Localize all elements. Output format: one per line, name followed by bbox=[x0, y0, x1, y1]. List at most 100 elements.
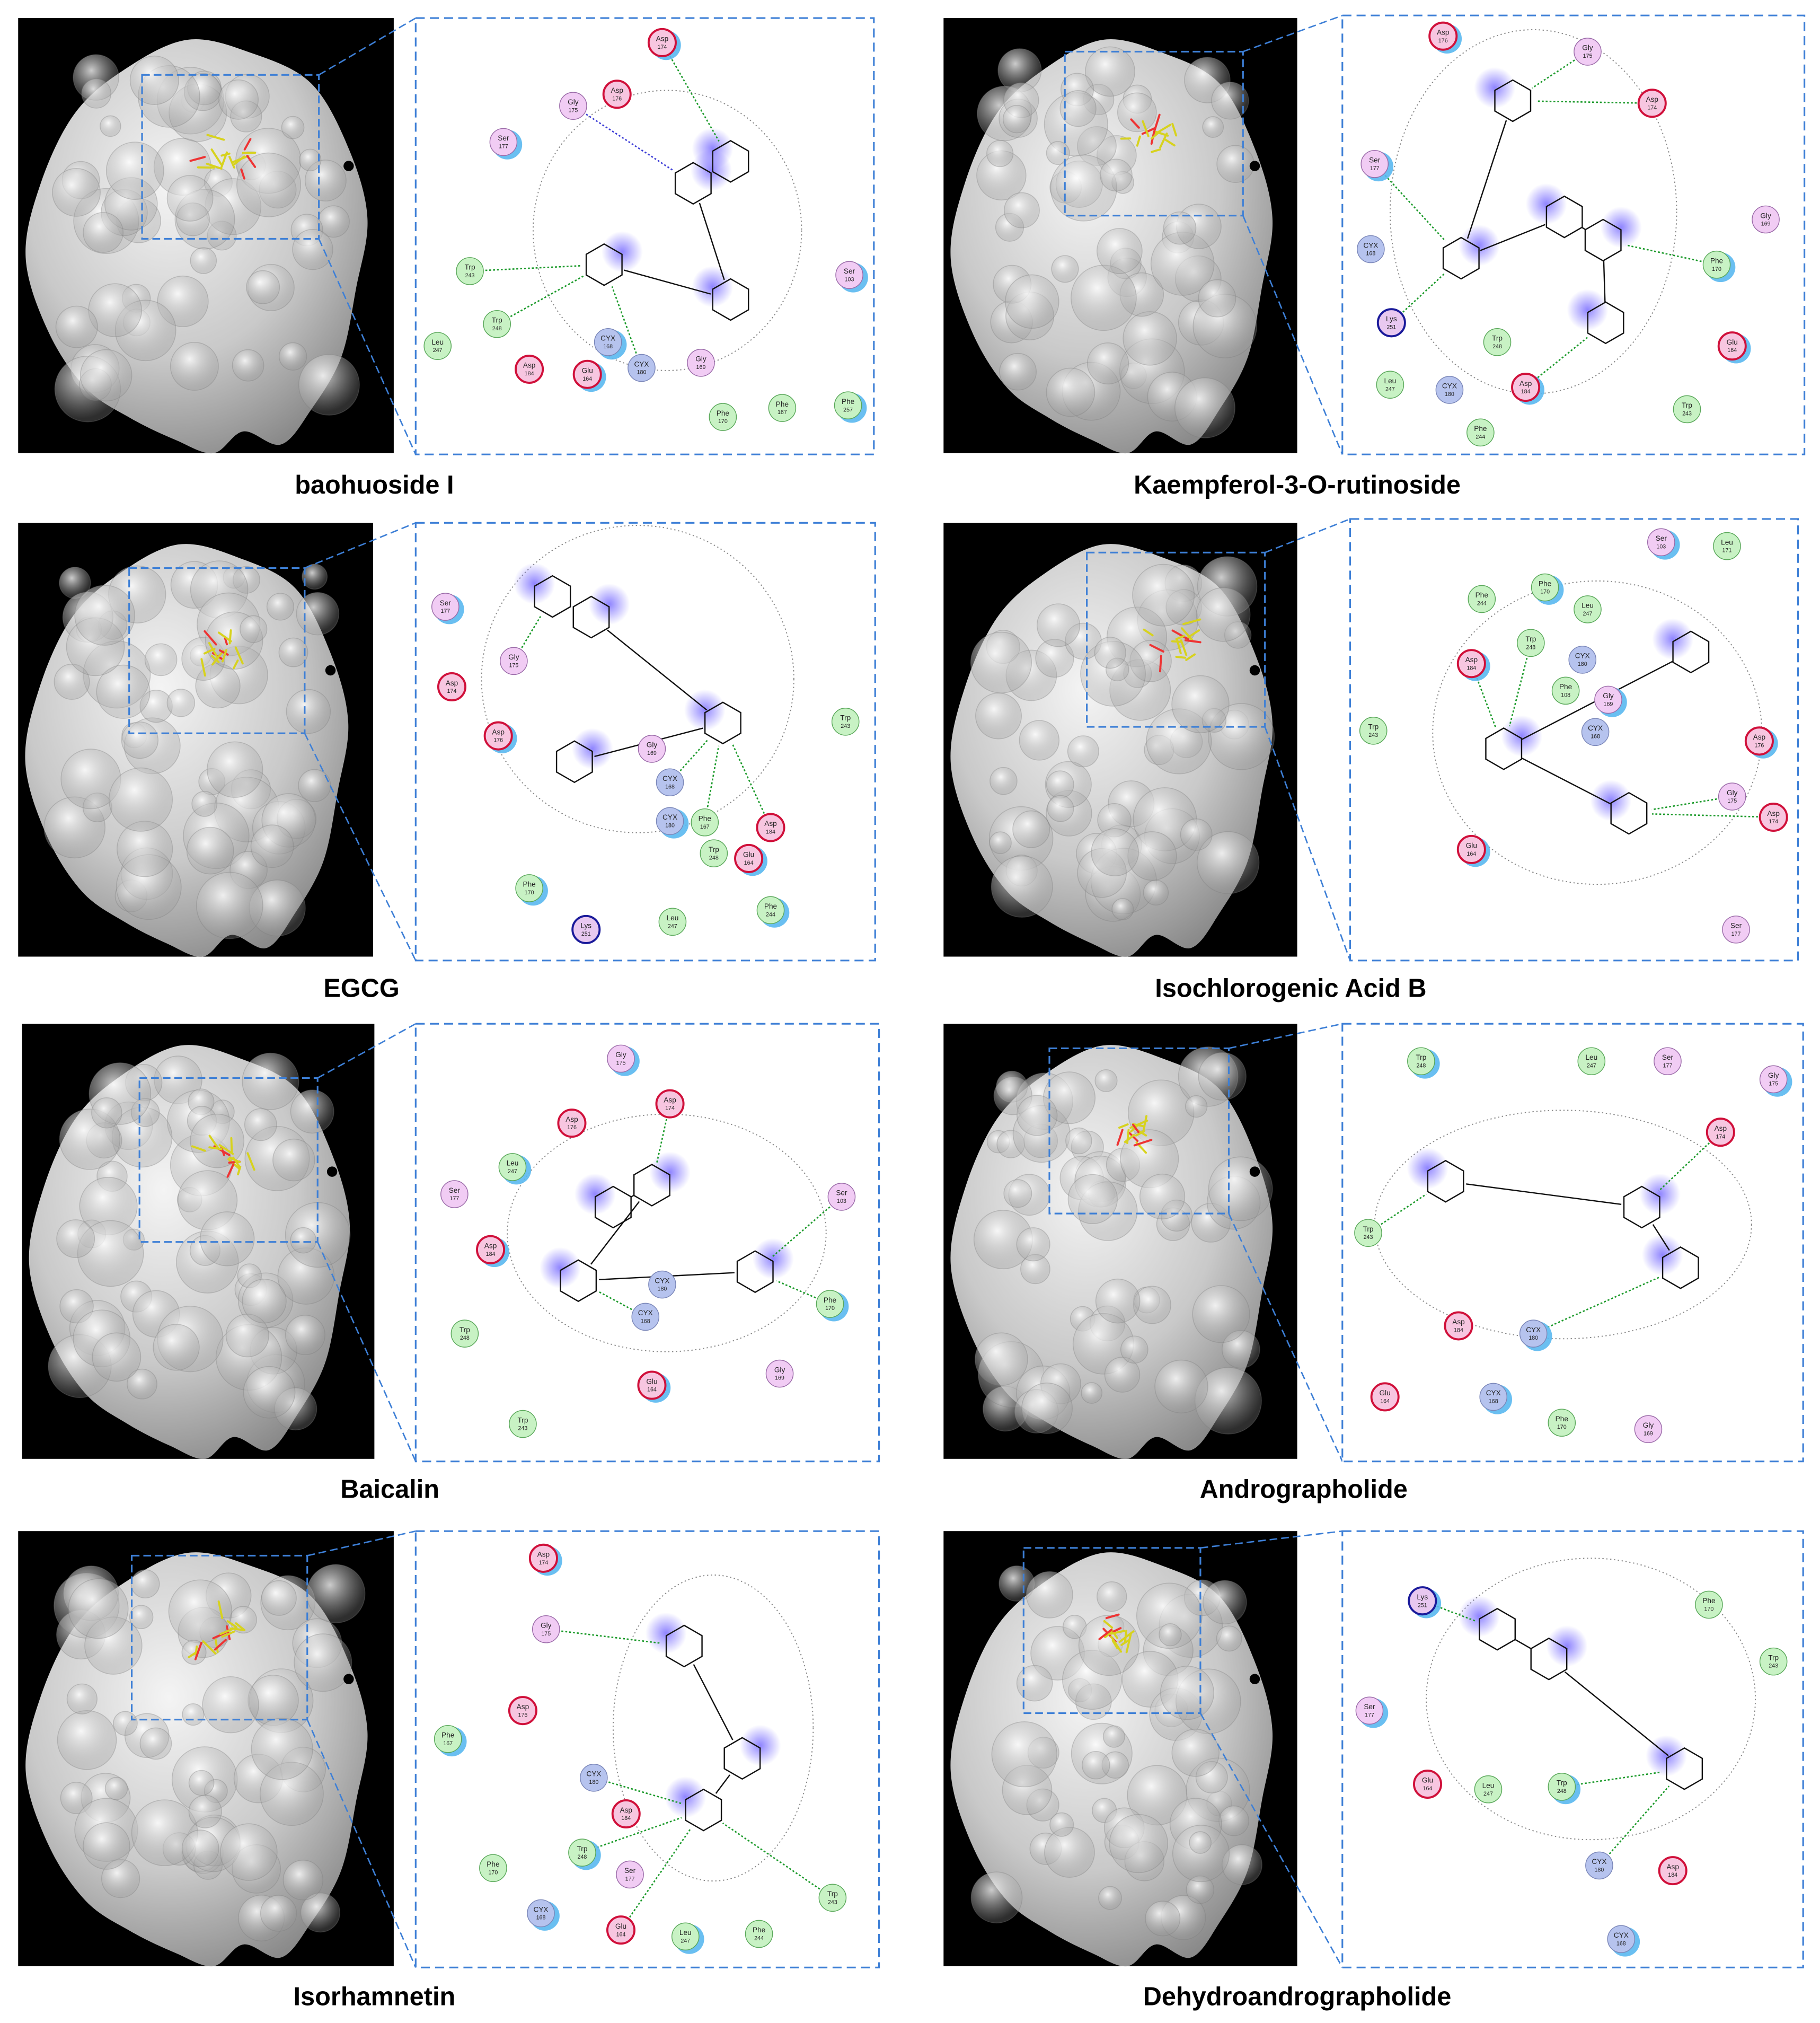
residue-disc bbox=[611, 1799, 641, 1829]
surface-bump bbox=[1185, 1095, 1208, 1118]
molecule-bond bbox=[1480, 224, 1545, 251]
residue-name: Lys bbox=[1417, 1593, 1428, 1601]
residue-number: 247 bbox=[1587, 1062, 1596, 1069]
residue-name: CYX bbox=[1614, 1931, 1629, 1939]
surface-bump bbox=[121, 722, 159, 759]
residue-disc bbox=[1759, 1647, 1788, 1676]
residue: Leu 171 bbox=[1713, 532, 1741, 560]
residue-number: 177 bbox=[440, 608, 450, 614]
pocket-contour bbox=[1374, 1110, 1752, 1340]
residue-name: Asp bbox=[523, 362, 535, 370]
zoom-connector bbox=[1228, 1213, 1344, 1462]
zoom-connector bbox=[306, 1719, 417, 1968]
residue-name: Glu bbox=[615, 1922, 626, 1930]
hbond-line bbox=[611, 286, 642, 368]
residue-name: Ser bbox=[440, 599, 452, 607]
residue-name: CYX bbox=[655, 1277, 669, 1285]
ligand-stick bbox=[243, 138, 252, 151]
residue-disc bbox=[1718, 782, 1746, 811]
residue-disc bbox=[1594, 685, 1622, 714]
molecule-ring bbox=[560, 1259, 597, 1303]
molecule-ring bbox=[1587, 301, 1624, 345]
residue-name: Gly bbox=[508, 653, 519, 661]
pocket-contour bbox=[612, 1575, 814, 1882]
pocket-contour bbox=[481, 525, 794, 833]
residue-disc bbox=[1355, 1696, 1384, 1725]
zoom-connector bbox=[1229, 1023, 1343, 1049]
ligand-stick bbox=[208, 1146, 223, 1150]
surface-bump bbox=[298, 354, 360, 416]
residue-disc bbox=[1517, 629, 1545, 657]
surface-bump bbox=[1198, 279, 1236, 318]
residue: Asp 176 bbox=[1428, 21, 1462, 54]
zoom-connector bbox=[317, 1242, 417, 1462]
exposure-glow bbox=[574, 1173, 616, 1215]
ligand-stick bbox=[1105, 1613, 1120, 1620]
exposure-glow bbox=[1590, 779, 1632, 821]
surface-bump bbox=[989, 767, 1018, 795]
molecule-ring bbox=[665, 1624, 703, 1668]
ligand-stick bbox=[233, 155, 245, 165]
residue: Trp 248 bbox=[483, 310, 511, 338]
residue-name: Trp bbox=[1416, 1053, 1426, 1061]
residue-number: 167 bbox=[443, 1740, 453, 1747]
residue-name: Ser bbox=[1662, 1053, 1674, 1061]
ligand-stick bbox=[1142, 1115, 1148, 1132]
residue-name: Asp bbox=[611, 86, 623, 94]
residue-number: 243 bbox=[1368, 732, 1378, 738]
ligand-stick bbox=[1151, 148, 1161, 153]
residue-name: Asp bbox=[656, 35, 668, 43]
molecule-ring bbox=[685, 1788, 722, 1832]
surface-bump bbox=[1160, 1666, 1215, 1720]
residue-disc bbox=[1466, 418, 1495, 447]
residue-disc bbox=[1456, 834, 1486, 864]
ligand-stick bbox=[195, 1645, 198, 1656]
residue-name: Glu bbox=[1380, 1389, 1391, 1397]
residue-disc bbox=[559, 92, 587, 120]
residue-name: CYX bbox=[1442, 382, 1457, 390]
ligand-stick bbox=[1163, 138, 1176, 147]
surface-bump bbox=[1059, 90, 1097, 127]
residue-name: Trp bbox=[517, 1416, 528, 1424]
residue-number: 174 bbox=[1647, 104, 1657, 111]
molecule-ring bbox=[633, 1164, 670, 1207]
residue-number: 168 bbox=[665, 784, 675, 790]
residue-disc bbox=[437, 672, 467, 702]
hbond-line bbox=[470, 265, 581, 272]
residue-disc bbox=[1359, 717, 1388, 745]
residue-number: 251 bbox=[1386, 324, 1396, 330]
molecule-ring bbox=[1427, 1159, 1464, 1203]
molecule-ring bbox=[1672, 630, 1710, 674]
residue-number: 184 bbox=[1466, 665, 1476, 671]
residue-name: Gly bbox=[1582, 44, 1593, 52]
zoom-inset bbox=[1064, 50, 1244, 217]
residue-name: Trp bbox=[492, 316, 502, 324]
exposure-glow bbox=[1474, 67, 1516, 109]
residue-disc bbox=[1568, 646, 1597, 674]
ligand-stick bbox=[1149, 644, 1164, 653]
residue-number: 169 bbox=[1644, 1430, 1653, 1437]
residue-name: Ser bbox=[449, 1186, 461, 1194]
surface-bump bbox=[286, 689, 331, 734]
residue-disc bbox=[515, 354, 544, 384]
surface-bump bbox=[1139, 1173, 1186, 1220]
surface-bump bbox=[1154, 1359, 1208, 1414]
ligand-stick bbox=[211, 655, 220, 663]
residue-name: Trp bbox=[460, 1326, 470, 1334]
molecule-ring bbox=[1666, 1747, 1703, 1790]
residue-number: 167 bbox=[778, 409, 787, 416]
exposure-glow bbox=[1525, 183, 1567, 225]
